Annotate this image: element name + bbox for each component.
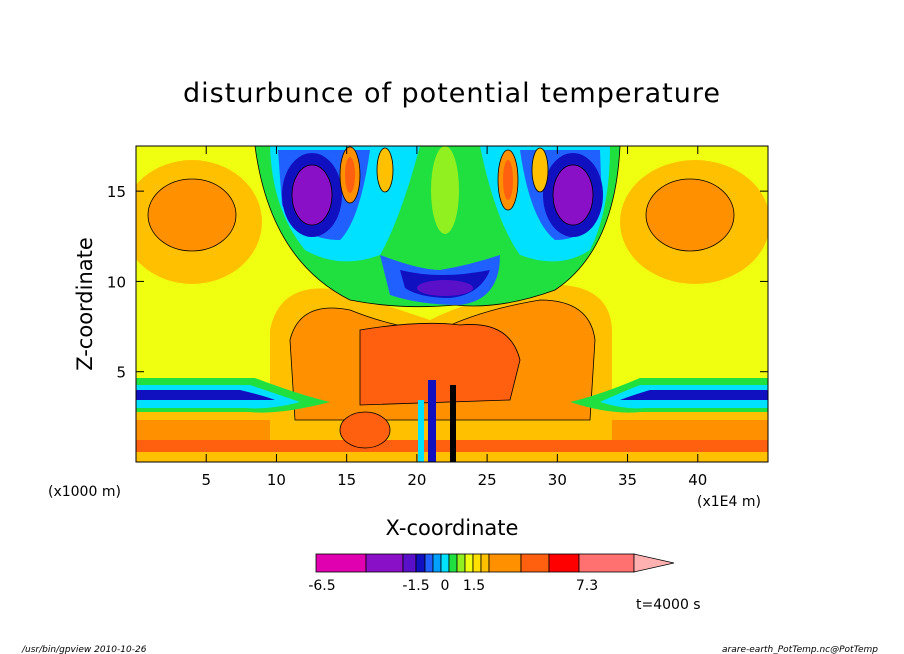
x-tick-label: 10	[267, 471, 286, 489]
y-axis: 5 10 15	[107, 183, 768, 382]
x-tick-label: 25	[478, 471, 497, 489]
colorbar-tick-label: -1.5	[402, 578, 429, 594]
x-tick-label: 35	[618, 471, 637, 489]
colorbar-band	[548, 553, 580, 573]
y-tick-label: 15	[107, 183, 126, 201]
x-tick-label: 15	[337, 471, 356, 489]
colorbar-tick-label: -6.5	[308, 578, 335, 594]
colorbar-tick-label: 1.5	[463, 578, 485, 594]
colorbar-band	[432, 553, 442, 573]
x-tick-label: 5	[201, 471, 211, 489]
colorbar-band	[424, 553, 434, 573]
colorbar-band	[480, 553, 490, 573]
colorbar-band	[448, 553, 458, 573]
colorbar-tick-label: 7.3	[576, 578, 598, 594]
contour-field	[136, 146, 768, 462]
colorbar-band	[440, 553, 450, 573]
x-unit-label: (x1E4 m)	[697, 494, 761, 510]
colorbar-band	[415, 553, 426, 573]
colorbar-band	[488, 553, 522, 573]
colorbar-band	[365, 553, 404, 573]
colorbar-band	[472, 553, 482, 573]
colorbar-band	[520, 553, 550, 573]
plot-frame	[135, 145, 769, 463]
chart-title: disturbunce of potential temperature	[183, 78, 721, 109]
colorbar: -6.5 -1.5 0 1.5 7.3	[308, 553, 675, 594]
colorbar-band	[456, 553, 466, 573]
colorbar-band	[578, 553, 635, 573]
y-tick-label: 10	[107, 273, 126, 291]
colorbar-band	[464, 553, 474, 573]
y-axis-title: Z-coordinate	[73, 237, 97, 371]
colorbar-band	[402, 553, 417, 573]
colorbar-tick-label: 0	[441, 578, 450, 594]
x-tick-label: 30	[548, 471, 567, 489]
colorbar-band	[315, 553, 367, 573]
footer-left: /usr/bin/gpview 2010-10-26	[21, 645, 147, 654]
footer-right: arare-earth_PotTemp.nc@PotTemp	[722, 645, 878, 654]
time-label: t=4000 s	[636, 597, 701, 613]
x-axis: 5 10 15 20 25 30 35 40	[201, 146, 707, 489]
y-tick-label: 5	[116, 364, 126, 382]
x-axis-title: X-coordinate	[386, 516, 519, 540]
colorbar-arrow	[633, 553, 675, 573]
x-tick-label: 40	[688, 471, 707, 489]
y-unit-label: (x1000 m)	[48, 484, 121, 500]
x-tick-label: 20	[407, 471, 426, 489]
